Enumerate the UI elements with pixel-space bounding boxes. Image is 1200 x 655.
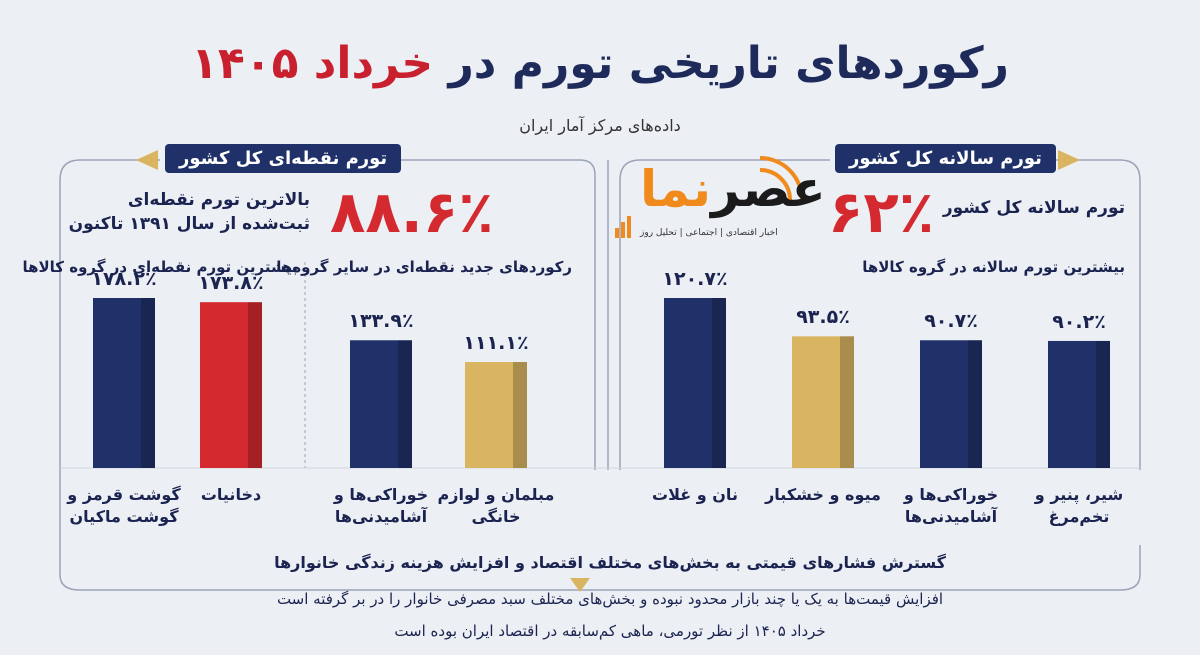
bar [465,362,527,468]
panel-label: تورم سالانه کل کشور [835,144,1056,173]
bar [1048,340,1110,468]
bar [93,298,155,468]
bar-side [141,298,155,468]
panel-outline [59,159,160,560]
value-label: ۱۲۰.۷٪ [662,268,728,290]
panel-outline [1050,159,1141,470]
bar-side [712,298,726,468]
bar-side [840,336,854,468]
arrow [1058,150,1080,170]
arrow [136,150,158,170]
logo-tagline: اخبار اقتصادی | اجتماعی | تحلیل روز [640,228,778,238]
title-highlight: خرداد ۱۴۰۵ [191,38,434,89]
arrow [570,578,590,592]
value-label: ۱۷۳.۸٪ [198,272,264,295]
value-label: ۹۳.۵٪ [796,306,850,329]
panel-outline [400,159,596,470]
category-label: خوراکی‌ها و آشامیدنی‌ها [333,485,429,526]
bar [664,298,726,468]
subtitle: داده‌های مرکز آمار ایران [519,116,681,135]
subheading: بیشترین تورم سالانه در گروه کالاها [862,258,1125,276]
bar [792,336,854,468]
description: تورم سالانه کل کشور [942,198,1125,218]
description: بالاترین تورم نقطه‌ای [127,190,310,210]
title: رکوردهای تاریخی تورم در خرداد ۱۴۰۵ [0,38,1200,89]
logo-signal [615,156,804,238]
category-label: شیر، پنیر و تخم‌مرغ [1034,485,1124,526]
panel-label: تورم نقطه‌ای کل کشور [165,144,402,173]
bar-side [968,340,982,468]
subheading: رکوردهای جدید نقطه‌ای در سایر گروه‌ها [276,258,572,276]
footer-line: افزایش قیمت‌ها به یک یا چند بازار محدود … [276,590,944,608]
footer-line: گسترش فشارهای قیمتی به بخش‌های مختلف اقت… [274,553,946,572]
bar [920,340,982,468]
bar-side [398,340,412,468]
description: ثبت‌شده از سال ۱۳۹۱ تاکنون [68,214,310,234]
logo-part: عصر [711,160,826,218]
panel-outline [59,545,1141,591]
bar [350,340,412,468]
bar-side [1096,340,1110,468]
category-label: میوه و خشکبار [765,485,881,504]
category-label: خوراکی‌ها و آشامیدنی‌ها [903,485,999,526]
value-label: ۱۳۳.۹٪ [348,310,414,333]
category-label: مبلمان و لوازم خانگی [437,485,555,526]
logo-part: نما [640,160,712,218]
headline: ۸۸.۶٪ [330,178,494,246]
headline: ۶۲٪ [828,178,935,246]
bar-side [513,362,527,468]
value-label: ۱۱۱.۱٪ [463,332,529,354]
value-label: ۱۷۸.۲٪ [91,268,157,290]
logo: عصرنما [640,160,826,218]
panel-outline [619,159,830,470]
subheading: بیشترین تورم نقطه‌ای در گروه کالاها [22,258,298,276]
category-label: دخانیات [200,485,262,504]
value-label: ۹۰.۲٪ [1052,310,1106,333]
bar [200,302,262,468]
category-label: نان و غلات [652,485,738,504]
category-label: گوشت قرمز و گوشت ماکیان [67,485,181,526]
value-label: ۹۰.۷٪ [924,310,978,333]
bar-side [248,302,262,468]
title-main: رکوردهای تاریخی تورم در [448,38,1009,89]
footer-line: خرداد ۱۴۰۵ از نظر تورمی، ماهی کم‌سابقه د… [394,622,826,640]
